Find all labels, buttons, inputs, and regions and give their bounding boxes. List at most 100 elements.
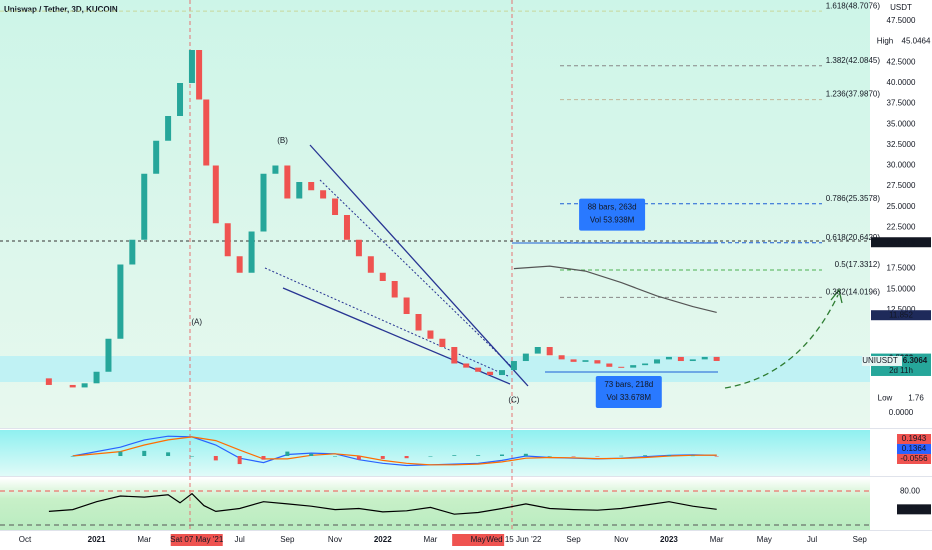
candle	[212, 165, 219, 224]
macd-histogram	[261, 456, 266, 460]
macd-histogram	[166, 452, 171, 456]
y-tick-label: 32.5000	[887, 140, 916, 149]
macd-histogram	[714, 456, 719, 457]
fib-label: 0.618(20.6429)	[826, 233, 881, 242]
rsi-tag-label: 48.53	[904, 504, 925, 513]
x-tick-label: Jul	[235, 535, 245, 544]
macd-histogram	[356, 456, 361, 460]
macd-tag	[897, 434, 931, 444]
candle	[188, 50, 195, 83]
y-tick-label: 0.0000	[889, 408, 914, 417]
symbol-label: UNIUSDT	[862, 356, 898, 365]
candle	[272, 165, 279, 174]
y-tick-label: 22.5000	[887, 222, 916, 231]
y-tick-label: 40.0000	[887, 78, 916, 87]
candle	[332, 198, 339, 215]
candle	[451, 347, 458, 364]
macd-histogram	[333, 456, 338, 457]
macd-histogram	[452, 455, 457, 456]
candle	[177, 83, 184, 116]
macd-histogram	[500, 454, 504, 456]
price-tag-label: 11.852	[889, 310, 913, 319]
measure-text: Vol 33.678M	[607, 393, 652, 402]
x-tick-highlight	[170, 534, 223, 546]
candle	[248, 231, 255, 273]
macd-histogram	[595, 456, 600, 457]
candle	[534, 347, 541, 354]
y-tick-label: 15.0000	[887, 284, 916, 293]
candle	[439, 338, 446, 347]
x-tick-label: 2021	[88, 535, 106, 544]
x-tick-label: Nov	[614, 535, 628, 544]
y-tick-label: 17.5000	[887, 264, 916, 273]
fib-label: 0.382(14.0196)	[826, 287, 881, 296]
wedge-line	[309, 144, 529, 387]
candle	[320, 190, 327, 199]
measure-box	[579, 198, 646, 231]
currency: USDT	[890, 3, 912, 12]
x-tick-label: Mar	[137, 535, 151, 544]
rsi-pane	[0, 478, 870, 530]
macd-pane	[0, 430, 870, 476]
low-label: Low	[878, 394, 893, 403]
fib-label: 0.786(25.3578)	[826, 194, 881, 203]
low-value: 1.76	[908, 394, 924, 403]
moving-average	[513, 265, 717, 313]
macd-histogram	[619, 455, 624, 457]
macd-tag	[897, 454, 931, 464]
rsi-line	[48, 492, 717, 515]
candle	[69, 384, 76, 388]
x-tick-label: Wed 15 Jun '22	[486, 535, 542, 544]
y-tick-label: 47.5000	[887, 16, 916, 25]
measure-text: 88 bars, 263d	[588, 203, 637, 212]
candle	[415, 314, 422, 331]
wave-label: (A)	[191, 317, 202, 326]
candle	[487, 371, 494, 376]
candle	[93, 371, 100, 384]
candle	[45, 378, 52, 385]
macd-histogram	[476, 455, 481, 456]
macd-tag-label: 0.1943	[902, 434, 927, 443]
fib-label: 1.618(48.7076)	[826, 1, 881, 10]
candle	[689, 359, 696, 362]
measure-text: 73 bars, 218d	[604, 380, 653, 389]
macd-histogram	[690, 455, 695, 457]
fib-label: 0.5(17.3312)	[835, 260, 881, 269]
x-tick-label: Sep	[853, 535, 868, 544]
candle	[81, 383, 88, 388]
price-tag-label: 20.6979	[887, 237, 916, 246]
candle	[546, 347, 553, 356]
candle	[196, 50, 203, 100]
candle	[236, 256, 243, 273]
macd-histogram	[285, 451, 290, 456]
high-label: High	[877, 36, 893, 45]
support-zone	[0, 356, 870, 382]
x-tick-label: 2022	[374, 535, 392, 544]
candle	[463, 363, 470, 368]
wedge-line	[282, 287, 511, 385]
candle	[141, 173, 148, 240]
macd-histogram	[118, 451, 123, 456]
last-price: 6.3064	[903, 356, 928, 365]
candle	[224, 223, 231, 257]
y-tick-label: 27.5000	[887, 181, 916, 190]
high-value: 45.0464	[902, 36, 931, 45]
candle	[403, 297, 410, 314]
projection-arrow	[724, 294, 839, 389]
symbol-tag	[862, 355, 902, 366]
candle	[308, 182, 315, 191]
countdown: 2d 11h	[889, 366, 913, 375]
wave-label: (C)	[508, 396, 519, 405]
x-tick-label: Mar	[424, 535, 438, 544]
x-tick-label: May	[471, 535, 486, 544]
candle	[594, 360, 601, 364]
chart-title: Uniswap / Tether, 3D, KUCOIN	[4, 5, 118, 14]
candle	[570, 359, 577, 362]
candle	[117, 264, 124, 339]
macd-histogram	[547, 456, 552, 457]
macd-histogram	[404, 456, 409, 459]
candle	[713, 356, 720, 361]
x-tick-label: Mar	[710, 535, 724, 544]
candle	[665, 356, 672, 360]
